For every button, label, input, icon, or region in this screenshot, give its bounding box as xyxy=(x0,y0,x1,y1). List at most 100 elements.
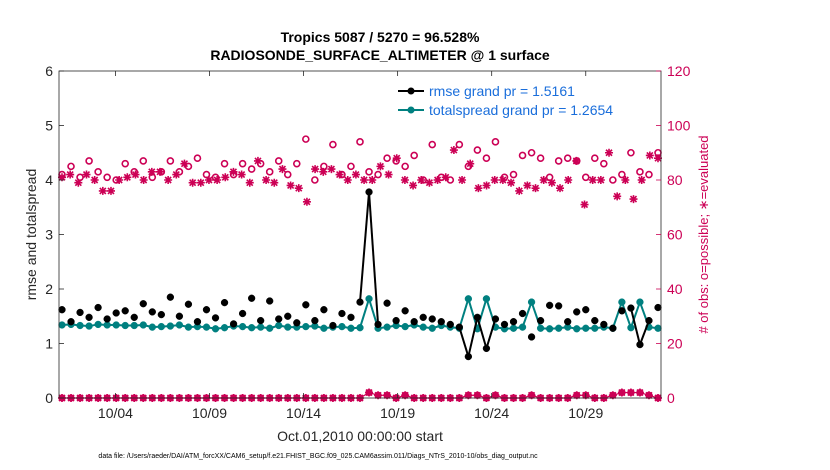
rmse-point xyxy=(76,308,84,317)
legend: rmse grand pr = 1.5161 totalspread grand… xyxy=(396,83,652,122)
legend-spread-marker xyxy=(407,106,415,114)
x-axis-label: Oct.01,2010 00:00:00 start xyxy=(277,428,443,444)
obs-possible-marker xyxy=(645,170,653,179)
obs-evaluated-marker xyxy=(392,154,401,163)
rmse-point xyxy=(67,318,75,326)
spread-point xyxy=(573,325,581,333)
rmse-point xyxy=(627,304,635,312)
obs-possible-marker xyxy=(85,157,93,165)
obs-possible-marker xyxy=(401,162,409,171)
obs-possible-marker xyxy=(283,170,292,179)
obs-bottom-segment xyxy=(495,394,505,399)
obs-bottom-segment xyxy=(359,392,370,399)
obs-possible-marker xyxy=(139,157,148,165)
rmse-point xyxy=(636,340,644,349)
rmse-point xyxy=(446,320,454,329)
obs-evaluated-marker xyxy=(147,167,156,176)
chart-title: Tropics 5087 / 5270 = 96.528% xyxy=(281,29,480,45)
spread-point xyxy=(365,295,373,303)
spread-point xyxy=(94,320,102,329)
obs-bottom-segment xyxy=(648,394,659,399)
obs-possible-marker xyxy=(274,157,283,165)
obs-possible-marker xyxy=(247,165,256,173)
obs-evaluated-marker xyxy=(409,181,418,190)
obs-evaluated-marker xyxy=(433,176,442,184)
x-tick-label: 10/24 xyxy=(474,405,509,421)
obs-evaluated-marker xyxy=(654,154,662,163)
obs-evaluated-marker xyxy=(580,200,589,209)
spread-point xyxy=(121,321,129,330)
rmse-point xyxy=(564,318,572,326)
rmse-point xyxy=(275,315,283,323)
rmse-point xyxy=(184,300,193,308)
obs-evaluated-marker xyxy=(556,184,565,193)
obs-bottom-segment xyxy=(639,391,650,396)
rmse-point xyxy=(157,310,165,319)
obs-evaluated-marker xyxy=(490,176,499,184)
spread-point xyxy=(347,324,355,332)
obs-evaluated-marker xyxy=(155,167,164,176)
rmse-point xyxy=(121,307,129,315)
spread-point xyxy=(555,324,563,332)
obs-evaluated-marker xyxy=(172,170,181,179)
obs-evaluated-marker xyxy=(229,167,238,176)
data-file-footer: data file: /Users/raeder/DAI/ATM_forcXX/… xyxy=(98,453,538,460)
spread-point xyxy=(130,321,138,330)
obs-evaluated-marker xyxy=(66,170,75,179)
rmse-point xyxy=(473,313,482,321)
obs-possible-marker xyxy=(554,157,563,165)
x-tick-label: 10/09 xyxy=(192,405,227,421)
obs-bottom-segment xyxy=(459,394,469,399)
obs-possible-marker xyxy=(491,138,500,146)
rmse-segment xyxy=(458,326,470,357)
obs-possible-marker xyxy=(103,173,111,182)
obs-possible-marker xyxy=(265,168,274,176)
rmse-point xyxy=(600,320,608,329)
rmse-point xyxy=(220,298,229,307)
y-tick-label-right: 60 xyxy=(667,227,683,243)
rmse-point xyxy=(238,309,247,318)
obs-possible-marker xyxy=(527,148,536,157)
rmse-segment xyxy=(467,317,479,357)
obs-bottom-segment xyxy=(612,391,623,396)
legend-rmse-label: rmse grand pr = 1.5161 xyxy=(429,83,575,99)
obs-evaluated-marker xyxy=(425,178,434,187)
spread-point xyxy=(636,298,644,306)
obs-evaluated-marker xyxy=(498,176,507,184)
obs-evaluated-marker xyxy=(474,184,483,193)
obs-possible-marker xyxy=(383,154,391,162)
obs-evaluated-marker xyxy=(180,159,189,168)
obs-evaluated-marker xyxy=(302,197,311,206)
obs-bottom-segment xyxy=(585,394,595,399)
spread-point xyxy=(482,295,491,303)
spread-segment xyxy=(629,301,641,329)
obs-evaluated-marker xyxy=(417,176,426,184)
obs-possible-marker xyxy=(455,140,464,149)
obs-evaluated-marker xyxy=(262,176,271,184)
x-tick-label: 10/19 xyxy=(380,405,415,421)
spread-point xyxy=(238,322,247,331)
rmse-point xyxy=(58,306,66,314)
spread-point xyxy=(220,324,229,332)
spread-point xyxy=(509,324,518,332)
spread-point xyxy=(527,298,536,306)
obs-possible-marker xyxy=(536,154,545,162)
rmse-point xyxy=(112,309,120,317)
y-tick-label-left: 5 xyxy=(45,118,53,134)
rmse-point xyxy=(401,307,409,315)
obs-evaluated-marker xyxy=(123,173,132,182)
obs-possible-marker xyxy=(329,140,337,149)
spread-point xyxy=(211,325,220,333)
obs-evaluated-marker xyxy=(621,176,630,184)
obs-evaluated-marker xyxy=(294,184,303,193)
spread-point xyxy=(618,298,626,306)
rmse-point xyxy=(247,294,256,302)
rmse-point xyxy=(266,297,274,305)
y-tick-label-right: 40 xyxy=(667,281,683,297)
rmse-point xyxy=(410,318,418,326)
obs-evaluated-marker xyxy=(253,156,262,165)
obs-evaluated-marker xyxy=(237,170,246,179)
obs-evaluated-marker xyxy=(106,186,115,195)
obs-evaluated-marker xyxy=(286,181,295,190)
obs-possible-marker xyxy=(609,176,617,184)
